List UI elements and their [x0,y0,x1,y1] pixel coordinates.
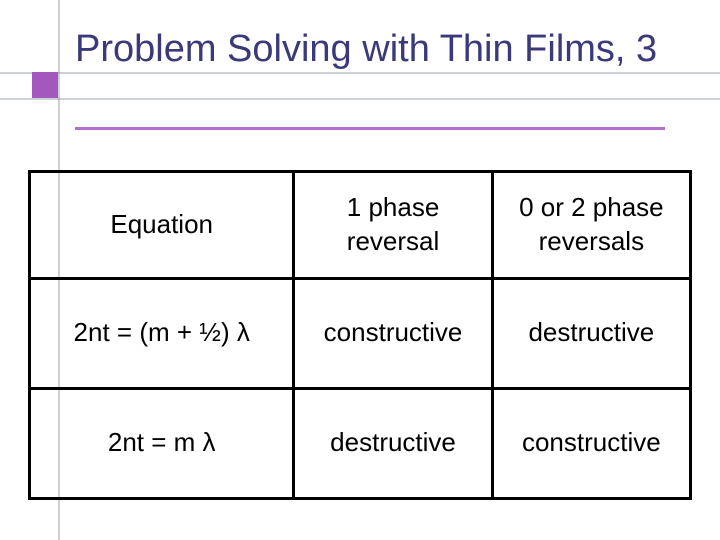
cell-equation: 2nt = (m + ½) λ [30,278,294,388]
table-header-row: Equation 1 phase reversal 0 or 2 phase r… [30,172,691,279]
equations-table: Equation 1 phase reversal 0 or 2 phase r… [28,170,692,500]
title-underline [75,127,665,130]
cell-result: constructive [294,278,492,388]
col-header-1-phase: 1 phase reversal [294,172,492,279]
slide-title: Problem Solving with Thin Films, 3 [75,26,690,74]
table-row: 2nt = (m + ½) λ constructive destructive [30,278,691,388]
slide-grid-horizontal-2 [0,98,720,100]
cell-result: constructive [492,388,690,498]
col-header-equation: Equation [30,172,294,279]
title-container: Problem Solving with Thin Films, 3 [75,26,690,74]
cell-result: destructive [294,388,492,498]
cell-result: destructive [492,278,690,388]
accent-square [32,72,58,98]
table-row: 2nt = m λ destructive constructive [30,388,691,498]
col-header-0-or-2-phase: 0 or 2 phase reversals [492,172,690,279]
equations-table-wrap: Equation 1 phase reversal 0 or 2 phase r… [28,170,692,500]
cell-equation: 2nt = m λ [30,388,294,498]
